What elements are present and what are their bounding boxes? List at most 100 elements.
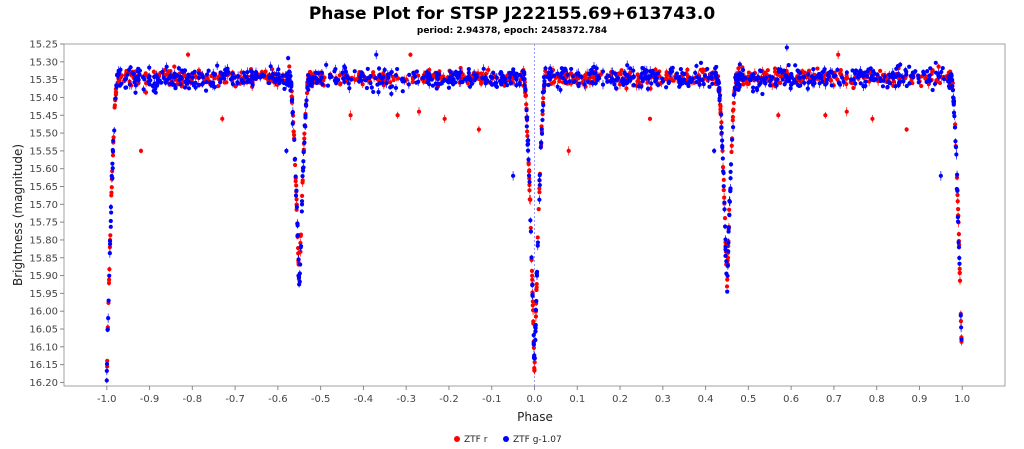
data-point bbox=[576, 83, 581, 89]
data-point bbox=[416, 79, 421, 84]
data-point bbox=[765, 68, 770, 73]
data-point bbox=[725, 273, 730, 279]
data-point bbox=[795, 68, 801, 74]
data-point bbox=[107, 273, 112, 278]
data-point bbox=[952, 125, 958, 130]
data-point bbox=[551, 80, 556, 85]
data-point bbox=[294, 197, 299, 202]
data-point bbox=[927, 73, 932, 78]
data-point bbox=[540, 117, 545, 123]
data-point bbox=[526, 162, 531, 167]
data-point bbox=[446, 80, 451, 85]
data-point bbox=[294, 204, 300, 210]
data-point bbox=[531, 354, 537, 359]
data-point bbox=[480, 75, 485, 81]
data-point bbox=[540, 112, 545, 117]
data-point bbox=[297, 282, 302, 287]
data-point bbox=[724, 284, 730, 289]
data-point bbox=[595, 77, 600, 82]
data-point bbox=[916, 73, 921, 78]
data-point bbox=[595, 74, 601, 79]
data-point bbox=[688, 76, 693, 81]
data-point bbox=[456, 73, 462, 78]
data-point bbox=[631, 68, 636, 73]
data-point bbox=[930, 69, 935, 74]
data-point bbox=[836, 52, 841, 57]
data-point bbox=[639, 71, 644, 76]
data-point bbox=[670, 65, 675, 70]
data-point bbox=[639, 75, 645, 81]
data-point bbox=[702, 73, 708, 78]
data-point bbox=[263, 69, 268, 74]
data-point bbox=[320, 82, 325, 87]
data-point bbox=[250, 82, 255, 87]
data-point bbox=[809, 74, 814, 79]
data-point bbox=[593, 70, 598, 76]
data-point bbox=[242, 73, 248, 79]
data-point bbox=[517, 73, 523, 78]
data-point bbox=[377, 72, 382, 78]
data-point bbox=[424, 70, 430, 75]
data-point bbox=[664, 70, 669, 75]
data-point bbox=[310, 74, 315, 80]
data-point bbox=[755, 76, 760, 81]
y-tick-label: 16.10 bbox=[29, 342, 58, 353]
data-point bbox=[940, 66, 945, 71]
data-point bbox=[674, 71, 680, 76]
data-point bbox=[293, 193, 299, 198]
data-point bbox=[725, 289, 730, 294]
data-point bbox=[523, 93, 528, 99]
data-point bbox=[298, 262, 303, 267]
data-point bbox=[600, 82, 606, 87]
data-point bbox=[541, 89, 546, 95]
data-point bbox=[865, 69, 870, 74]
data-point bbox=[183, 79, 188, 84]
data-point bbox=[555, 71, 560, 76]
data-point bbox=[722, 207, 727, 212]
data-point bbox=[310, 81, 315, 86]
data-point bbox=[104, 368, 109, 374]
data-point bbox=[299, 202, 305, 207]
data-point bbox=[249, 69, 255, 74]
data-point bbox=[937, 80, 943, 86]
data-point bbox=[624, 81, 629, 86]
data-point bbox=[600, 69, 606, 74]
data-point bbox=[302, 140, 307, 145]
series-ztf-g bbox=[104, 43, 964, 384]
data-point bbox=[186, 79, 191, 84]
x-tick-label: -0.1 bbox=[482, 394, 502, 405]
data-point bbox=[539, 140, 544, 146]
data-point bbox=[701, 82, 706, 87]
data-point bbox=[816, 73, 821, 78]
data-point bbox=[511, 173, 516, 178]
data-point bbox=[586, 71, 592, 77]
data-point bbox=[705, 66, 710, 72]
data-point bbox=[534, 281, 539, 287]
data-point bbox=[950, 88, 955, 93]
data-point bbox=[388, 80, 393, 85]
data-point bbox=[344, 73, 349, 78]
y-tick-label: 15.60 bbox=[29, 164, 58, 175]
data-point bbox=[491, 70, 496, 75]
data-point bbox=[109, 193, 114, 198]
data-point bbox=[106, 298, 111, 303]
data-point bbox=[631, 83, 637, 88]
data-point bbox=[154, 83, 160, 88]
data-point bbox=[789, 71, 794, 77]
data-point bbox=[763, 81, 768, 86]
data-point bbox=[154, 73, 159, 79]
data-point bbox=[406, 82, 411, 87]
data-point bbox=[302, 136, 307, 141]
data-point bbox=[245, 69, 250, 75]
data-point bbox=[594, 66, 599, 71]
data-point bbox=[528, 218, 533, 223]
data-point bbox=[555, 84, 560, 89]
data-point bbox=[143, 90, 149, 95]
data-point bbox=[205, 76, 210, 81]
data-point bbox=[546, 82, 551, 88]
data-point bbox=[938, 173, 943, 178]
y-tick-label: 16.05 bbox=[29, 325, 58, 336]
data-point bbox=[559, 70, 564, 76]
data-point bbox=[722, 216, 728, 221]
x-tick-label: 0.3 bbox=[655, 394, 671, 405]
